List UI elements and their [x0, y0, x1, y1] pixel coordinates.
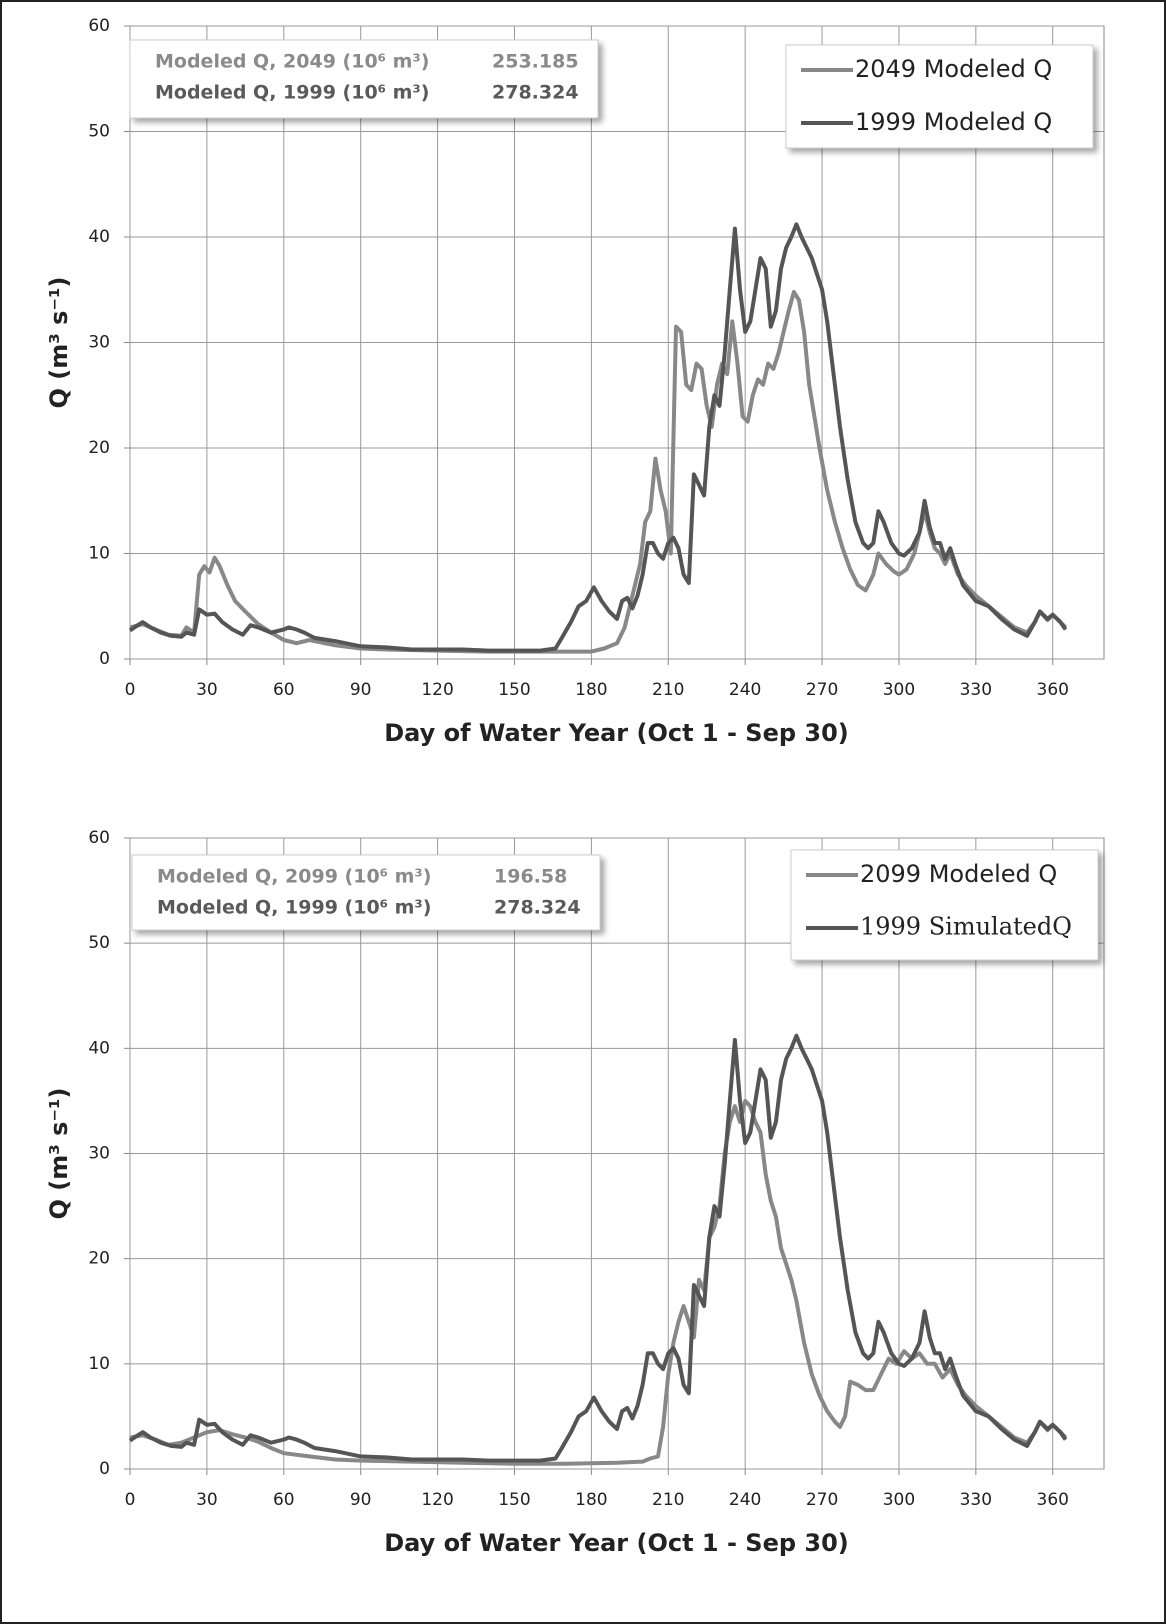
x-tick-label: 60: [273, 680, 295, 700]
legend-label: 1999 SimulatedQ: [860, 913, 1072, 941]
x-tick-label: 30: [196, 1490, 218, 1510]
x-tick-label: 150: [498, 1490, 530, 1510]
x-tick-label: 360: [1037, 680, 1069, 700]
stat-value: 278.324: [492, 82, 579, 104]
y-tick-label: 60: [88, 828, 110, 848]
y-tick-label: 40: [88, 1038, 110, 1058]
y-tick-label: 0: [99, 1459, 110, 1479]
y-tick-label: 60: [88, 16, 110, 36]
x-tick-label: 300: [883, 680, 915, 700]
x-tick-label: 60: [273, 1490, 295, 1510]
y-tick-label: 0: [99, 649, 110, 669]
x-tick-label: 330: [960, 680, 992, 700]
data-line: [129, 1098, 1068, 1466]
x-axis-title: Day of Water Year (Oct 1 - Sep 30): [384, 1529, 849, 1557]
x-tick-label: 90: [350, 1490, 372, 1510]
stat-label: Modeled Q, 1999 (10⁶ m³): [157, 897, 431, 919]
data-line: [128, 222, 1068, 653]
x-tick-label: 180: [575, 1490, 607, 1510]
x-tick-label: 180: [575, 680, 607, 700]
stat-value: 278.324: [494, 897, 581, 919]
x-tick-label: 330: [960, 1490, 992, 1510]
x-tick-label: 0: [125, 1490, 136, 1510]
legend-box: [790, 849, 1099, 961]
x-tick-label: 30: [196, 680, 218, 700]
x-tick-label: 90: [350, 680, 372, 700]
data-line: [128, 1033, 1068, 1463]
stat-label: Modeled Q, 2049 (10⁶ m³): [155, 51, 429, 73]
y-tick-label: 50: [88, 122, 110, 142]
y-tick-label: 10: [88, 1354, 110, 1374]
y-axis-title: Q (m³ s⁻¹): [45, 276, 73, 408]
y-tick-label: 20: [88, 438, 110, 458]
legend-box: [785, 44, 1094, 149]
y-tick-label: 30: [88, 333, 110, 353]
stat-value: 196.58: [494, 866, 567, 888]
x-tick-label: 210: [652, 680, 684, 700]
legend-label: 2099 Modeled Q: [860, 860, 1057, 888]
x-tick-label: 150: [498, 680, 530, 700]
stat-value: 253.185: [492, 51, 579, 73]
x-tick-label: 240: [729, 680, 761, 700]
x-tick-label: 240: [729, 1490, 761, 1510]
legend-label: 2049 Modeled Q: [855, 55, 1052, 83]
x-tick-label: 120: [421, 680, 453, 700]
x-axis-title: Day of Water Year (Oct 1 - Sep 30): [384, 719, 849, 747]
y-tick-label: 40: [88, 227, 110, 247]
x-tick-label: 0: [125, 680, 136, 700]
y-tick-label: 30: [88, 1144, 110, 1164]
x-tick-label: 120: [421, 1490, 453, 1510]
x-tick-label: 270: [806, 1490, 838, 1510]
legend-label: 1999 Modeled Q: [855, 108, 1052, 136]
stat-label: Modeled Q, 1999 (10⁶ m³): [155, 82, 429, 104]
y-tick-label: 20: [88, 1249, 110, 1269]
x-tick-label: 360: [1037, 1490, 1069, 1510]
stats-box: [129, 39, 599, 119]
y-axis-title: Q (m³ s⁻¹): [45, 1087, 73, 1219]
x-tick-label: 210: [652, 1490, 684, 1510]
y-tick-label: 10: [88, 544, 110, 564]
y-tick-label: 50: [88, 933, 110, 953]
stat-label: Modeled Q, 2099 (10⁶ m³): [157, 866, 431, 888]
x-tick-label: 270: [806, 680, 838, 700]
stats-box: [131, 854, 601, 931]
x-tick-label: 300: [883, 1490, 915, 1510]
